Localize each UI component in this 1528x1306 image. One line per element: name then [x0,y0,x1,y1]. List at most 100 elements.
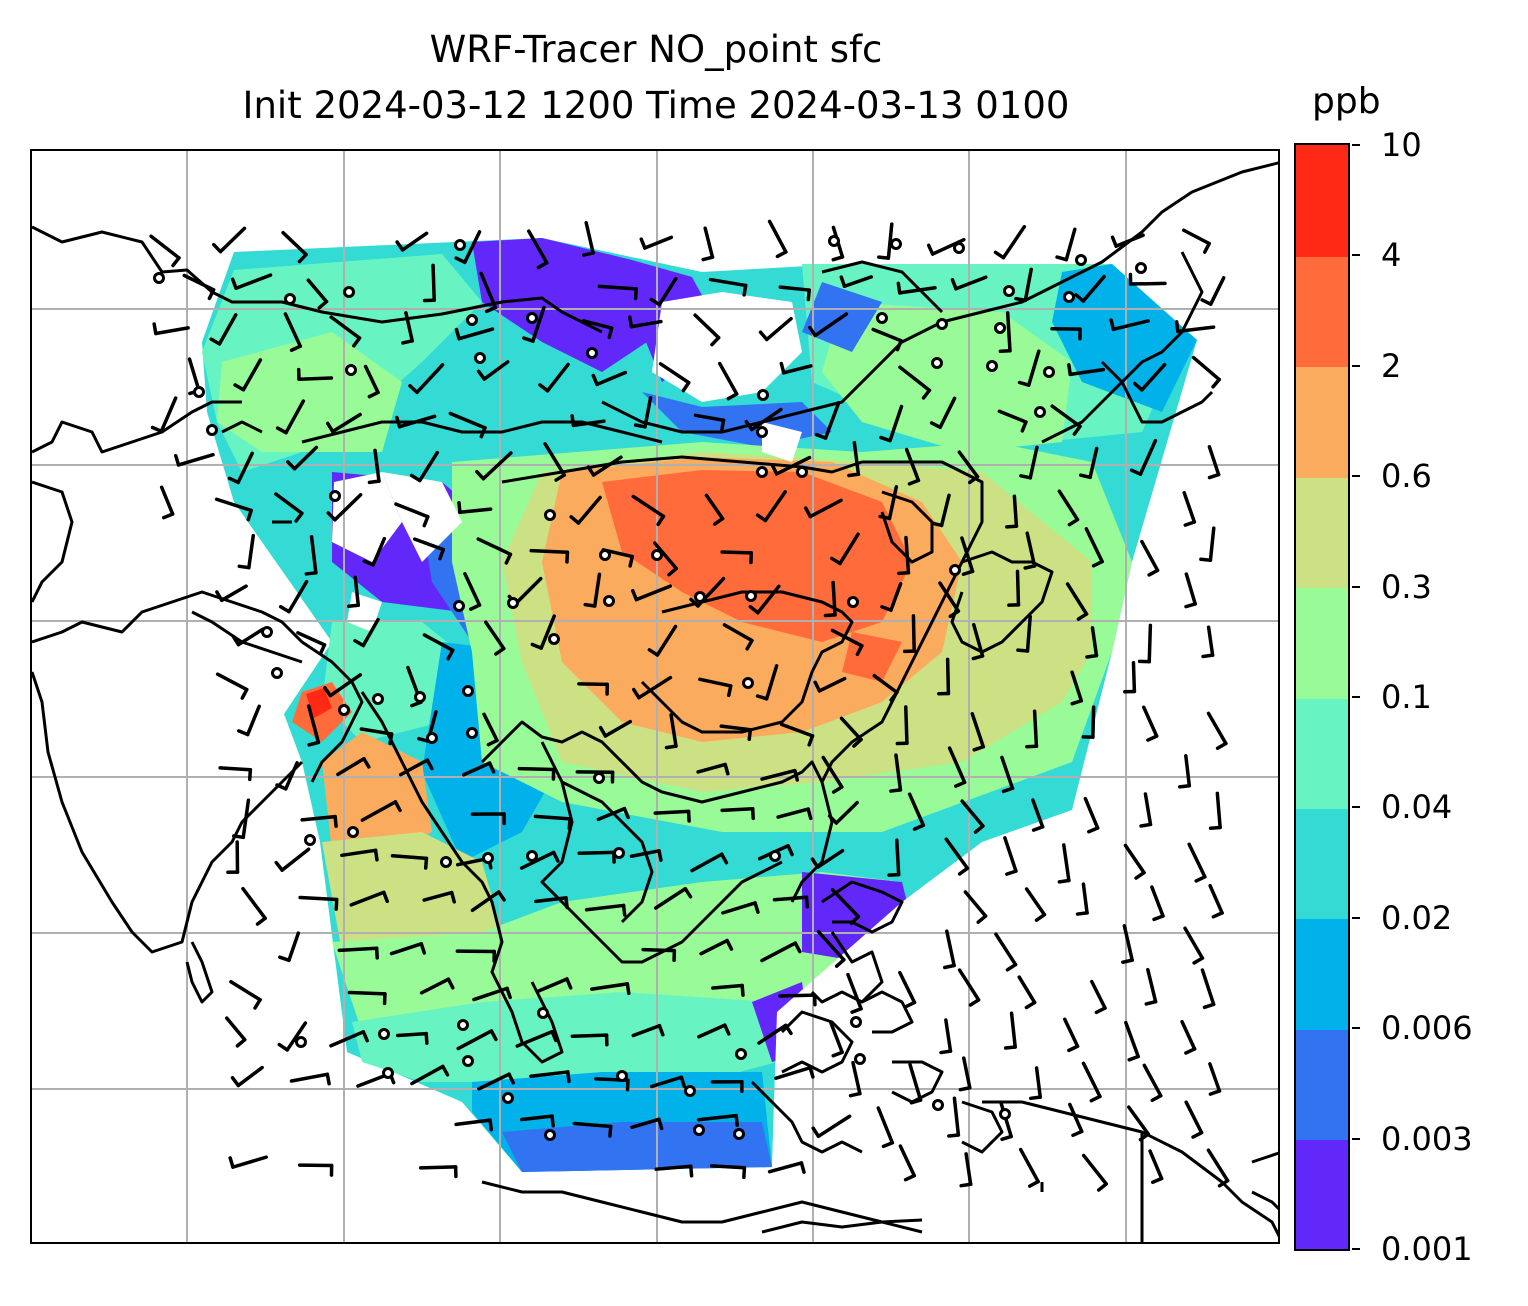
wind-barb-staff [280,847,311,872]
wind-barb [323,673,363,698]
wind-barb [517,766,556,781]
wind-barb-flag [855,644,864,657]
wind-barb-staff [830,887,861,919]
wind-barb-staff [945,657,951,696]
wind-barb-staff [1111,319,1150,332]
wind-barb-flag [230,1076,241,1088]
wind-barb-flag [476,369,487,381]
wind-barb-flag [457,500,462,515]
wind-barb-flag [232,834,246,840]
wind-barb-staff [571,419,606,428]
wind-barb-staff [889,582,903,612]
wind-barb-staff [704,493,725,521]
wind-barb [519,1114,555,1128]
wind-barb [871,327,903,352]
wind-barb-staff [779,722,815,738]
wind-barb [479,271,498,314]
calm-wind-marker [999,1108,1011,1120]
wind-barb-staff [463,230,482,265]
wind-barb-flag [1028,1095,1043,1101]
wind-barb-flag [231,634,241,647]
calm-wind-marker [876,312,888,324]
wind-barb-flag [907,478,921,486]
wind-barb-flag [367,390,380,399]
wind-barb-staff [637,675,673,700]
wind-barb-staff [895,838,901,877]
wind-barb-flag [939,1049,953,1055]
wind-barb-flag [1072,424,1082,436]
wind-barb-flag [806,288,812,302]
calm-wind-marker [343,286,355,298]
wind-barb-flag [742,1166,747,1180]
wind-barb-staff [581,319,614,330]
wind-barb-flag [422,514,430,528]
wind-barb-flag [1023,564,1037,570]
calm-wind-marker [733,1128,745,1140]
wind-barb [475,451,513,481]
wind-barb-staff [306,704,321,745]
wind-barb [1123,843,1146,880]
wind-barb-flag [373,848,379,862]
wind-barb-staff [1034,1066,1043,1099]
wind-barb-staff [957,450,980,479]
wind-barb-flag [1129,468,1143,476]
wind-barb [572,1121,613,1138]
wind-barb [1016,614,1032,653]
wind-barb-staff [817,676,847,693]
wind-barb-staff [720,550,754,555]
wind-barb-staff [1017,975,1037,1005]
wind-barb [1023,531,1037,570]
wind-barb-flag [318,643,327,656]
wind-barb [690,852,729,873]
wind-barb-flag [289,344,303,352]
wind-barb [229,980,262,1010]
wind-barb-staff [750,407,783,432]
wind-barb-flag [804,506,812,519]
wind-barb-flag [507,1072,516,1085]
wind-barb-staff [333,493,363,522]
wind-barb-flag [1096,1182,1108,1192]
coastline-segment [861,990,914,1034]
wind-barb-staff [241,886,267,921]
wind-barb [778,993,817,1007]
wind-barb-staff [404,311,414,343]
wind-barb [174,452,215,467]
wind-barb-staff [907,792,926,828]
wind-barb-flag [1202,1002,1216,1010]
wind-barb-staff [400,231,429,252]
wind-barb-flag [469,603,482,611]
wind-barb [699,938,734,956]
wind-barb-staff [696,762,727,774]
calm-wind-marker [502,1092,514,1104]
wind-barb-flag [1089,1094,1102,1103]
wind-barb-flag [954,780,967,788]
wind-barb [1109,318,1150,332]
wind-barb-staff [529,1070,570,1078]
wind-barb-flag [957,866,970,876]
wind-barb [209,313,238,346]
wind-barb [1139,792,1153,828]
wind-barb-staff [696,1113,738,1122]
wind-barb-flag [212,242,223,254]
wind-barb [422,263,436,303]
wind-barb-flag [887,872,901,877]
wind-barb [649,1075,687,1089]
wind-barb-flag [710,335,721,347]
wind-barb [418,1165,458,1179]
wind-barb-flag [1075,911,1089,916]
wind-barb [390,853,429,870]
tracer-concentration-field [202,238,1197,1202]
wind-barb-flag [779,361,786,375]
wind-barb [1018,1147,1040,1188]
wind-barb-flag [1109,318,1116,332]
wind-barb-staff [289,1072,330,1083]
wind-barb [1128,272,1167,286]
wind-barb-flag [362,559,375,567]
wind-barb-flag [631,687,641,700]
coastline-segment [640,590,854,734]
wind-barb-flag [683,886,693,899]
wind-barb [902,614,916,654]
wind-barb-flag [1005,524,1019,529]
wind-barb-staff [643,396,653,429]
wind-barb-flag [808,1066,815,1079]
